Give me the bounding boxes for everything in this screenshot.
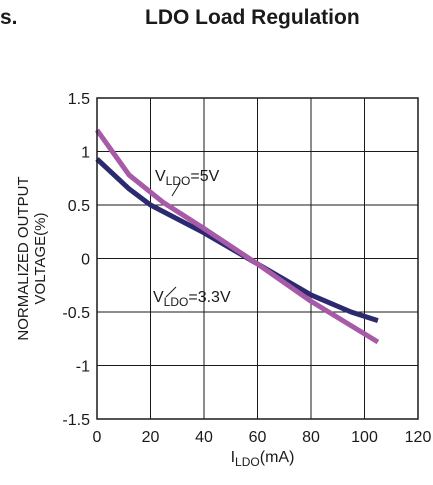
y-tick-label: -1.5 <box>62 412 90 429</box>
series-label-3v3-rest: =3.3V <box>188 289 231 306</box>
y-tick-label: 1 <box>81 145 90 162</box>
grid-lines <box>97 98 418 419</box>
y-axis-label-line1: NORMALIZED OUTPUT <box>15 176 32 340</box>
series-lines <box>94 128 380 345</box>
series-label-3v3-leader <box>165 286 177 298</box>
x-tick-label: 60 <box>249 429 267 446</box>
x-tick-label: 0 <box>93 429 102 446</box>
x-axis-label-sub: LDO <box>235 455 260 469</box>
x-tick-label: 120 <box>405 429 432 446</box>
y-tick-label: -1 <box>76 359 90 376</box>
series-label-3v3-main: V <box>153 289 164 306</box>
x-tick-labels: 0 20 40 60 80 100 120 <box>93 429 432 446</box>
y-tick-labels: 1.5 1 0.5 0 -0.5 -1 -1.5 <box>62 91 90 429</box>
series-label-3v3-sub: LDO <box>164 295 189 309</box>
chart-title: LDO Load Regulation <box>145 6 360 29</box>
series-label-3v3: VLDO=3.3V <box>153 289 231 309</box>
y-tick-label: -0.5 <box>62 305 90 322</box>
x-tick-label: 20 <box>142 429 160 446</box>
x-tick-label: 100 <box>351 429 378 446</box>
x-tick-label: 80 <box>302 429 320 446</box>
series-label-5v-leader <box>171 182 181 197</box>
x-axis-label-main: I <box>231 449 235 466</box>
series-line-5v <box>94 128 380 345</box>
x-tick-label: 40 <box>195 429 213 446</box>
series-label-5v-main: V <box>155 168 166 185</box>
y-tick-label: 0.5 <box>68 198 90 215</box>
plot-frame <box>96 97 419 420</box>
x-axis-label: ILDO(mA) <box>231 449 295 469</box>
cropped-title-fragment: s. <box>0 6 18 29</box>
x-axis-label-rest: (mA) <box>260 449 295 466</box>
y-tick-label: 0 <box>81 252 90 269</box>
series-label-5v: VLDO=5V <box>155 168 220 188</box>
series-label-5v-sub: LDO <box>166 174 191 188</box>
y-tick-label: 1.5 <box>68 91 90 108</box>
y-axis-label-line2: VOLTAGE(%) <box>32 213 49 305</box>
series-label-5v-rest: =5V <box>190 168 219 185</box>
